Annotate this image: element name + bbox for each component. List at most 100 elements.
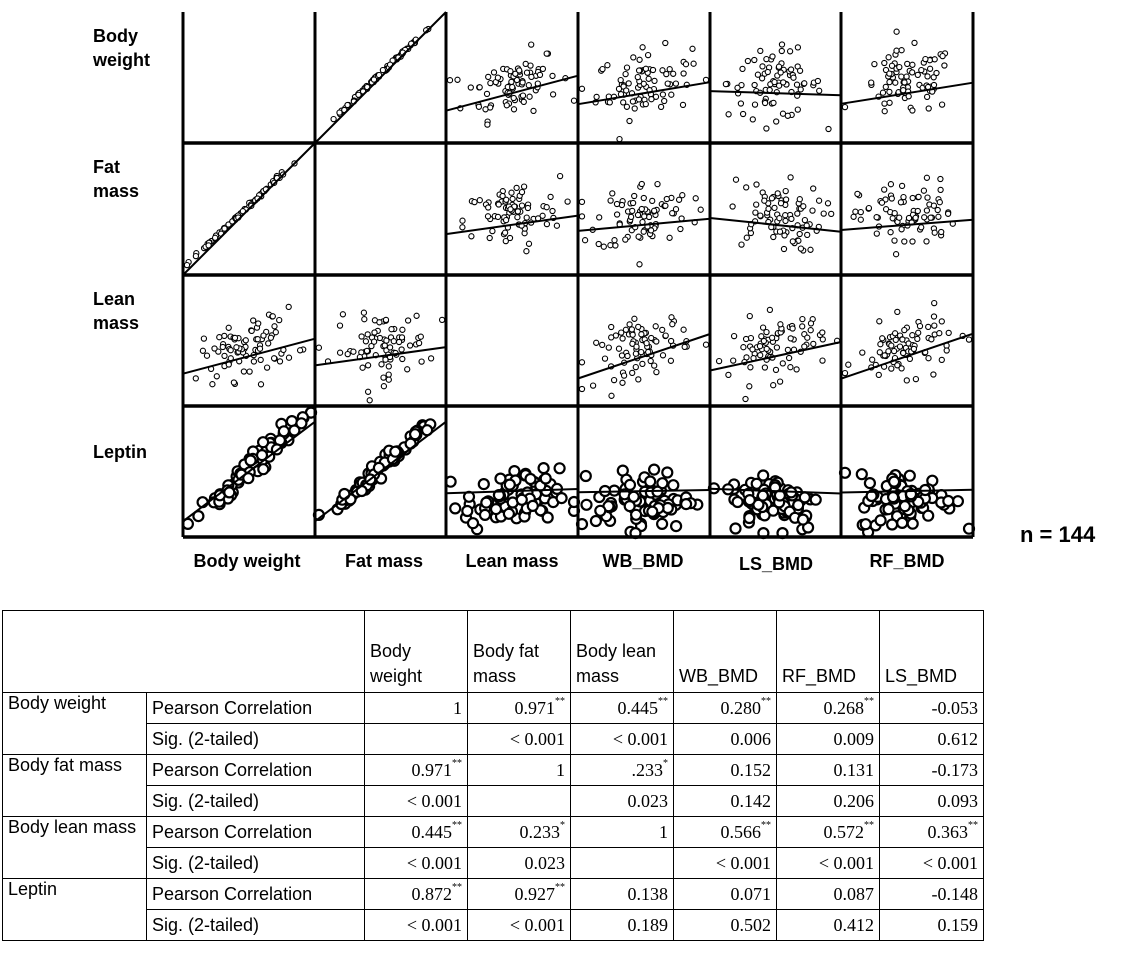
data-point — [502, 507, 515, 520]
data-point — [362, 338, 370, 345]
data-point — [900, 193, 907, 201]
value-text: 0.006 — [730, 728, 772, 749]
data-point — [669, 321, 676, 328]
data-point — [360, 309, 368, 316]
data-point — [702, 341, 710, 348]
matrix-cells — [181, 11, 976, 540]
data-point — [931, 299, 938, 307]
data-point — [344, 350, 351, 358]
data-point — [553, 222, 561, 229]
data-point — [756, 343, 764, 350]
significance-value — [467, 785, 571, 817]
data-point — [951, 495, 965, 508]
data-point — [896, 214, 903, 221]
data-point — [507, 206, 514, 213]
data-point — [690, 60, 697, 67]
data-point — [890, 347, 898, 355]
data-point — [510, 94, 517, 102]
significance-marker: ** — [658, 695, 668, 707]
data-point — [520, 183, 528, 190]
data-point — [382, 316, 390, 324]
data-point — [753, 181, 760, 188]
data-point — [799, 315, 806, 323]
column-label: Body weight — [194, 551, 301, 571]
data-point — [814, 77, 822, 85]
data-point — [518, 188, 526, 196]
data-point — [615, 345, 623, 352]
data-point — [859, 349, 866, 356]
data-point — [891, 210, 898, 217]
data-point — [668, 91, 675, 98]
significance-value: 0.412 — [776, 909, 880, 941]
significance-value: 0.159 — [879, 909, 984, 941]
data-point — [938, 318, 945, 325]
data-point — [807, 327, 814, 334]
value-text: -0.173 — [931, 759, 979, 780]
data-point — [593, 339, 600, 346]
data-point — [905, 214, 913, 222]
data-point — [478, 508, 492, 522]
row-label: Leptin — [93, 442, 147, 462]
data-point — [819, 329, 826, 336]
data-point — [509, 195, 516, 203]
data-point — [845, 361, 852, 368]
data-point — [788, 215, 795, 223]
row-label: Lean — [93, 289, 135, 309]
data-point — [927, 214, 934, 221]
data-point — [269, 313, 276, 320]
data-point — [192, 375, 199, 382]
data-point — [659, 91, 667, 98]
significance-value: 0.206 — [776, 785, 880, 817]
value-text: 0.572 — [823, 821, 865, 842]
data-point — [203, 352, 211, 359]
data-point — [820, 210, 827, 217]
data-point — [763, 125, 770, 132]
data-point — [939, 52, 946, 60]
data-point — [631, 315, 638, 322]
data-point — [778, 47, 785, 55]
data-point — [782, 187, 789, 195]
row-label: Fat — [93, 157, 120, 177]
pearson-value: 0.280** — [673, 692, 777, 724]
data-point — [682, 61, 690, 68]
data-point — [925, 355, 932, 362]
data-point — [622, 70, 629, 78]
data-point — [882, 206, 890, 213]
data-point — [794, 210, 801, 217]
data-point — [578, 198, 586, 206]
data-point — [459, 217, 466, 224]
data-point — [620, 372, 628, 379]
value-text: 1 — [659, 821, 668, 842]
data-point — [773, 118, 780, 125]
statistic-label-text: Sig. (2-tailed) — [152, 852, 260, 873]
scatter-cell-3-1 — [312, 418, 447, 523]
data-point — [898, 226, 905, 233]
scatter-cell-1-3 — [577, 180, 711, 268]
data-point — [631, 105, 638, 112]
data-point — [896, 63, 903, 71]
statistic-label-text: Pearson Correlation — [152, 697, 313, 718]
data-point — [221, 352, 228, 360]
data-point — [285, 303, 292, 311]
data-point — [593, 93, 600, 101]
data-point — [780, 245, 788, 253]
data-point — [211, 345, 218, 352]
significance-marker: ** — [452, 881, 462, 893]
data-point — [915, 329, 922, 336]
data-point — [623, 64, 631, 71]
data-point — [757, 47, 764, 55]
data-point — [855, 468, 868, 481]
data-point — [371, 329, 378, 336]
data-point — [596, 214, 603, 221]
data-point — [891, 330, 899, 337]
data-point — [632, 350, 640, 357]
data-point — [662, 332, 669, 339]
data-point — [909, 194, 916, 202]
value-text: < 0.001 — [509, 728, 565, 749]
data-point — [662, 202, 669, 209]
data-point — [248, 327, 255, 335]
data-point — [651, 207, 658, 214]
data-point — [520, 98, 527, 106]
scatter-cell-1-4 — [709, 174, 842, 254]
pearson-value: 0.131 — [776, 754, 880, 786]
